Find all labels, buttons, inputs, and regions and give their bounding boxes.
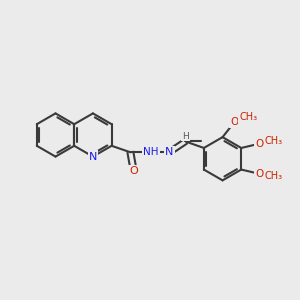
Text: CH₃: CH₃: [265, 171, 283, 181]
Text: N: N: [89, 152, 97, 162]
Text: O: O: [256, 139, 264, 148]
Text: CH₃: CH₃: [265, 136, 283, 146]
Text: O: O: [129, 166, 138, 176]
Text: H: H: [182, 132, 189, 141]
Text: NH: NH: [143, 147, 159, 157]
Text: O: O: [256, 169, 264, 179]
Text: N: N: [165, 147, 173, 157]
Text: CH₃: CH₃: [239, 112, 257, 122]
Text: O: O: [230, 117, 238, 127]
